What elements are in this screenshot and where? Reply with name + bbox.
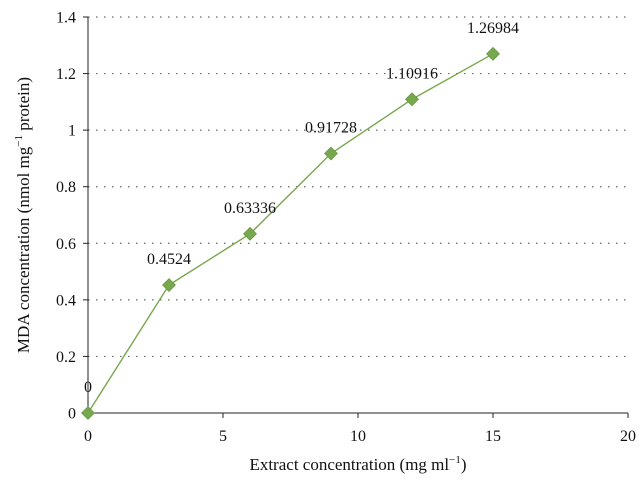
series [81,46,500,420]
x-tick-label: 5 [219,428,227,445]
x-tick-label: 15 [485,428,501,445]
x-tick-label: 10 [350,428,366,445]
ticks: 0 0.2 0.4 0.6 0.8 1 1.2 1.4 0 5 10 15 20 [56,10,636,446]
data-labels: 0 0.4524 0.63336 0.91728 1.10916 1.26984 [84,20,519,396]
y-tick-label: 1.4 [56,10,76,27]
y-axis-title: MDA concentration (nmol mg−1 protein) [13,77,33,353]
y-tick-label: 1.2 [56,66,76,83]
data-point-marker [486,46,500,61]
axes [87,17,628,414]
y-tick-label: 0.6 [56,236,76,253]
data-label: 1.10916 [386,65,438,82]
data-point-marker [243,226,257,241]
grid-lines [88,16,628,358]
y-tick-label: 0.2 [56,349,76,366]
data-point-marker [324,146,338,161]
data-label: 0.4524 [147,251,191,268]
data-point-marker [405,92,419,107]
y-tick-label: 0 [68,406,76,423]
x-tick-label: 0 [84,428,92,445]
y-tick-label: 0.4 [56,292,76,309]
y-tick-label: 0.8 [56,179,76,196]
series-line [87,53,494,414]
x-axis-title: Extract concentration (mg ml−1) [249,454,466,474]
data-label: 0.63336 [224,200,276,217]
data-point-marker [162,278,176,292]
data-label: 0 [84,379,92,396]
data-label: 1.26984 [467,20,519,37]
y-tick-label: 1 [68,123,76,140]
data-label: 0.91728 [305,120,357,137]
x-tick-label: 20 [620,428,636,445]
data-point-marker [81,406,95,420]
